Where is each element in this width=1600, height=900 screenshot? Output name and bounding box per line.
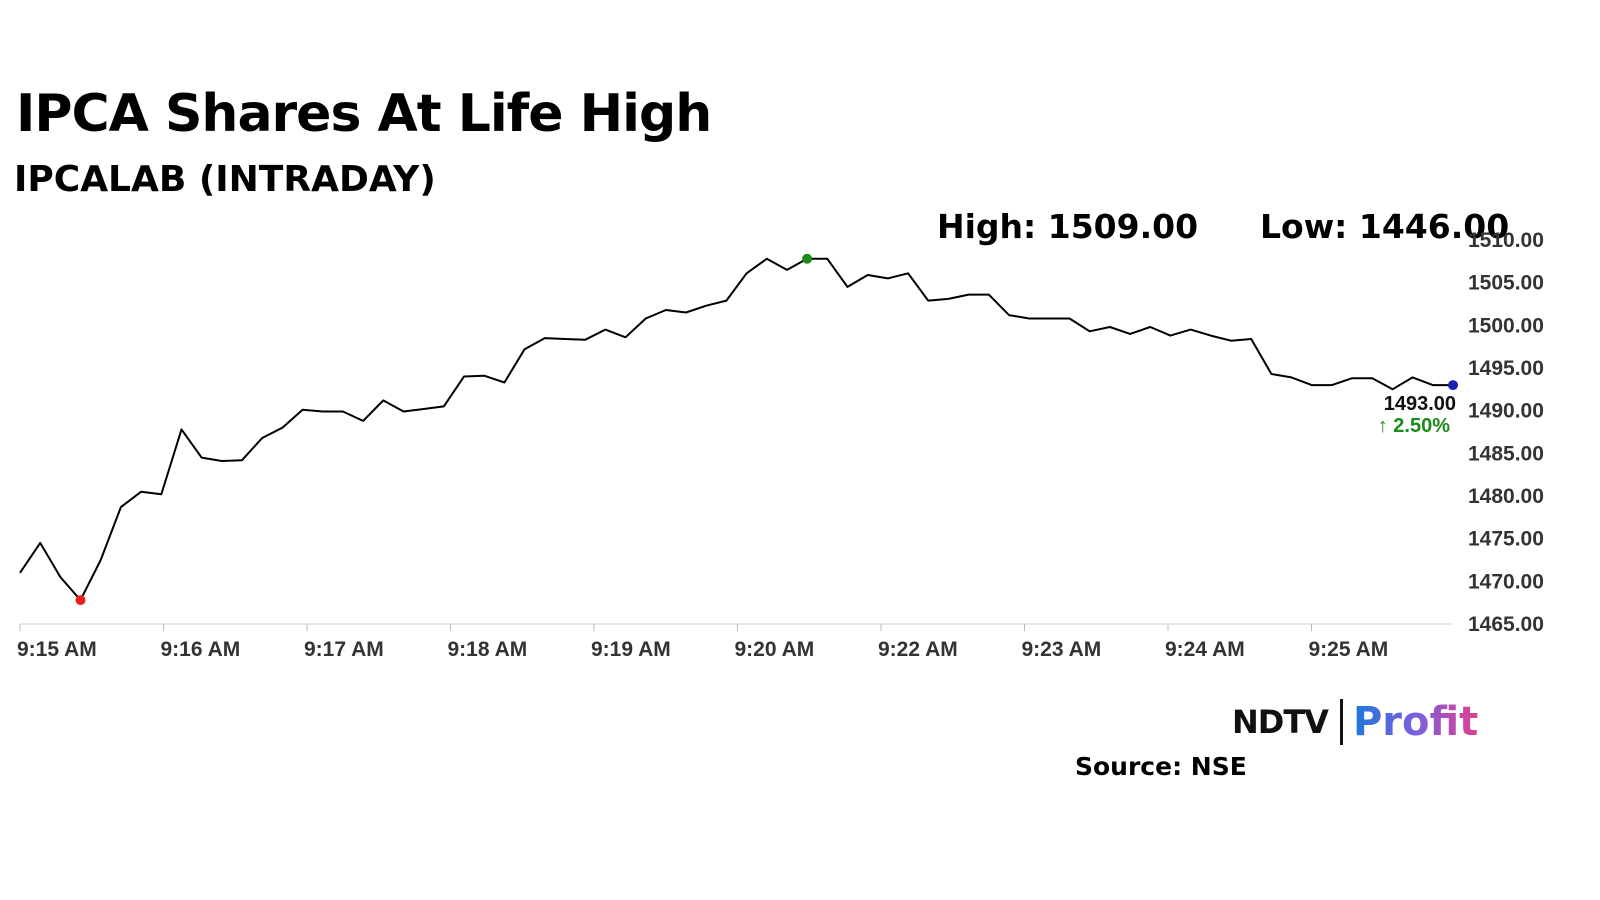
logo-profit-text: Profit: [1352, 699, 1479, 745]
x-tick-label: 9:24 AM: [1165, 638, 1245, 661]
x-tick-label: 9:22 AM: [878, 638, 958, 661]
price-line: [19, 257, 1453, 602]
y-tick-label: 1465.00: [1468, 613, 1544, 636]
logo-ndtv-text: NDTV: [1232, 703, 1329, 741]
x-tick-label: 9:17 AM: [304, 638, 384, 661]
last-price-label: 1493.00: [1384, 393, 1456, 415]
change-percent-label: ↑ 2.50%: [1378, 415, 1450, 437]
y-tick-label: 1480.00: [1468, 485, 1544, 508]
label-layer: 1493.00↑ 2.50%: [1378, 393, 1456, 437]
x-tick-label: 9:16 AM: [161, 638, 241, 661]
plot-layer: [19, 253, 1458, 606]
y-tick-label: 1475.00: [1468, 528, 1544, 551]
y-tick-label: 1485.00: [1468, 442, 1544, 465]
x-tick-label: 9:15 AM: [17, 638, 97, 661]
x-tick-label: 9:19 AM: [591, 638, 671, 661]
y-tick-label: 1490.00: [1468, 400, 1544, 423]
day-low-marker: [75, 595, 86, 606]
x-tick-label: 9:18 AM: [448, 638, 528, 661]
y-tick-label: 1510.00: [1468, 229, 1544, 252]
logo-divider: [1339, 699, 1343, 745]
y-tick-label: 1500.00: [1468, 314, 1544, 337]
ndtv-profit-logo: NDTV Profit: [1232, 697, 1478, 747]
axis-layer: 1510.00 1505.00 1500.00 1495.00 1490.00 1485.…: [17, 229, 1544, 661]
chart-title: IPCA Shares At Life High: [16, 84, 712, 144]
chart-subtitle: IPCALAB (INTRADAY): [14, 159, 436, 200]
last-price-marker: [1448, 380, 1458, 391]
source-note: Source: NSE: [1075, 752, 1247, 781]
y-tick-label: 1505.00: [1468, 272, 1544, 295]
y-tick-label: 1495.00: [1468, 357, 1544, 380]
x-tick-label: 9:25 AM: [1309, 638, 1389, 661]
low-stat: Low: 1446.00: [1260, 207, 1510, 246]
day-high-marker: [802, 253, 813, 264]
high-stat: High: 1509.00: [937, 207, 1199, 246]
x-tick-label: 9:20 AM: [735, 638, 815, 661]
y-tick-label: 1470.00: [1468, 570, 1544, 593]
x-tick-label: 9:23 AM: [1022, 638, 1102, 661]
